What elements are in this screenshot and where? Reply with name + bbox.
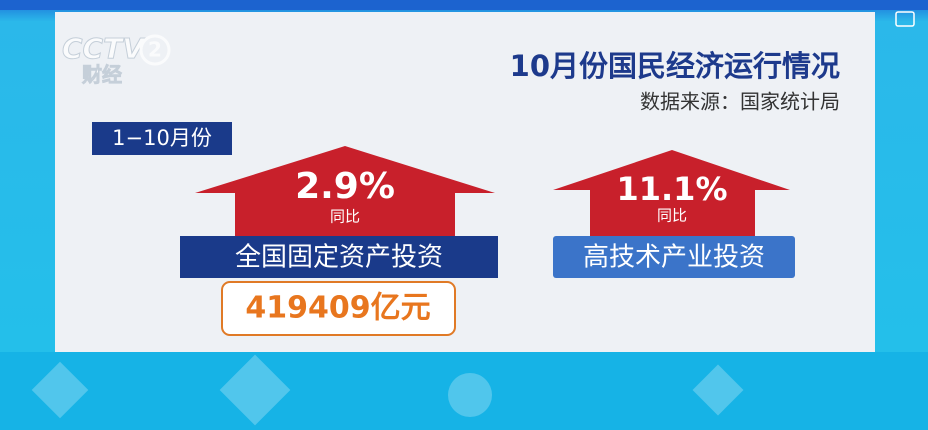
note: 同比 bbox=[657, 207, 687, 225]
name-box bbox=[180, 236, 498, 278]
arrow bbox=[553, 150, 790, 238]
bottom-band bbox=[0, 352, 928, 430]
top-strip bbox=[0, 0, 928, 10]
note: 同比 bbox=[330, 208, 360, 226]
name-box bbox=[553, 236, 795, 278]
source: 数据来源：国家统计局 bbox=[640, 90, 840, 114]
period-box bbox=[92, 122, 232, 155]
amount: 419409亿元 bbox=[245, 291, 430, 326]
growth: 11.1% bbox=[616, 170, 727, 208]
period: 1−10月份 bbox=[112, 126, 212, 150]
arrow bbox=[195, 146, 495, 240]
logo: CCTV 2 财经 bbox=[62, 32, 171, 87]
logo-channel: CCTV bbox=[62, 32, 146, 65]
item-name: 全国固定资产投资 bbox=[235, 243, 443, 273]
logo-circle bbox=[139, 34, 171, 66]
corner-icon bbox=[895, 11, 915, 27]
title: 10月份国民经济运行情况 bbox=[510, 49, 840, 83]
logo-name: 财经 bbox=[82, 63, 122, 87]
item-name: 高技术产业投资 bbox=[583, 243, 765, 273]
growth: 2.9% bbox=[295, 166, 395, 207]
amount-box bbox=[221, 281, 456, 336]
logo-number: 2 bbox=[148, 38, 162, 62]
